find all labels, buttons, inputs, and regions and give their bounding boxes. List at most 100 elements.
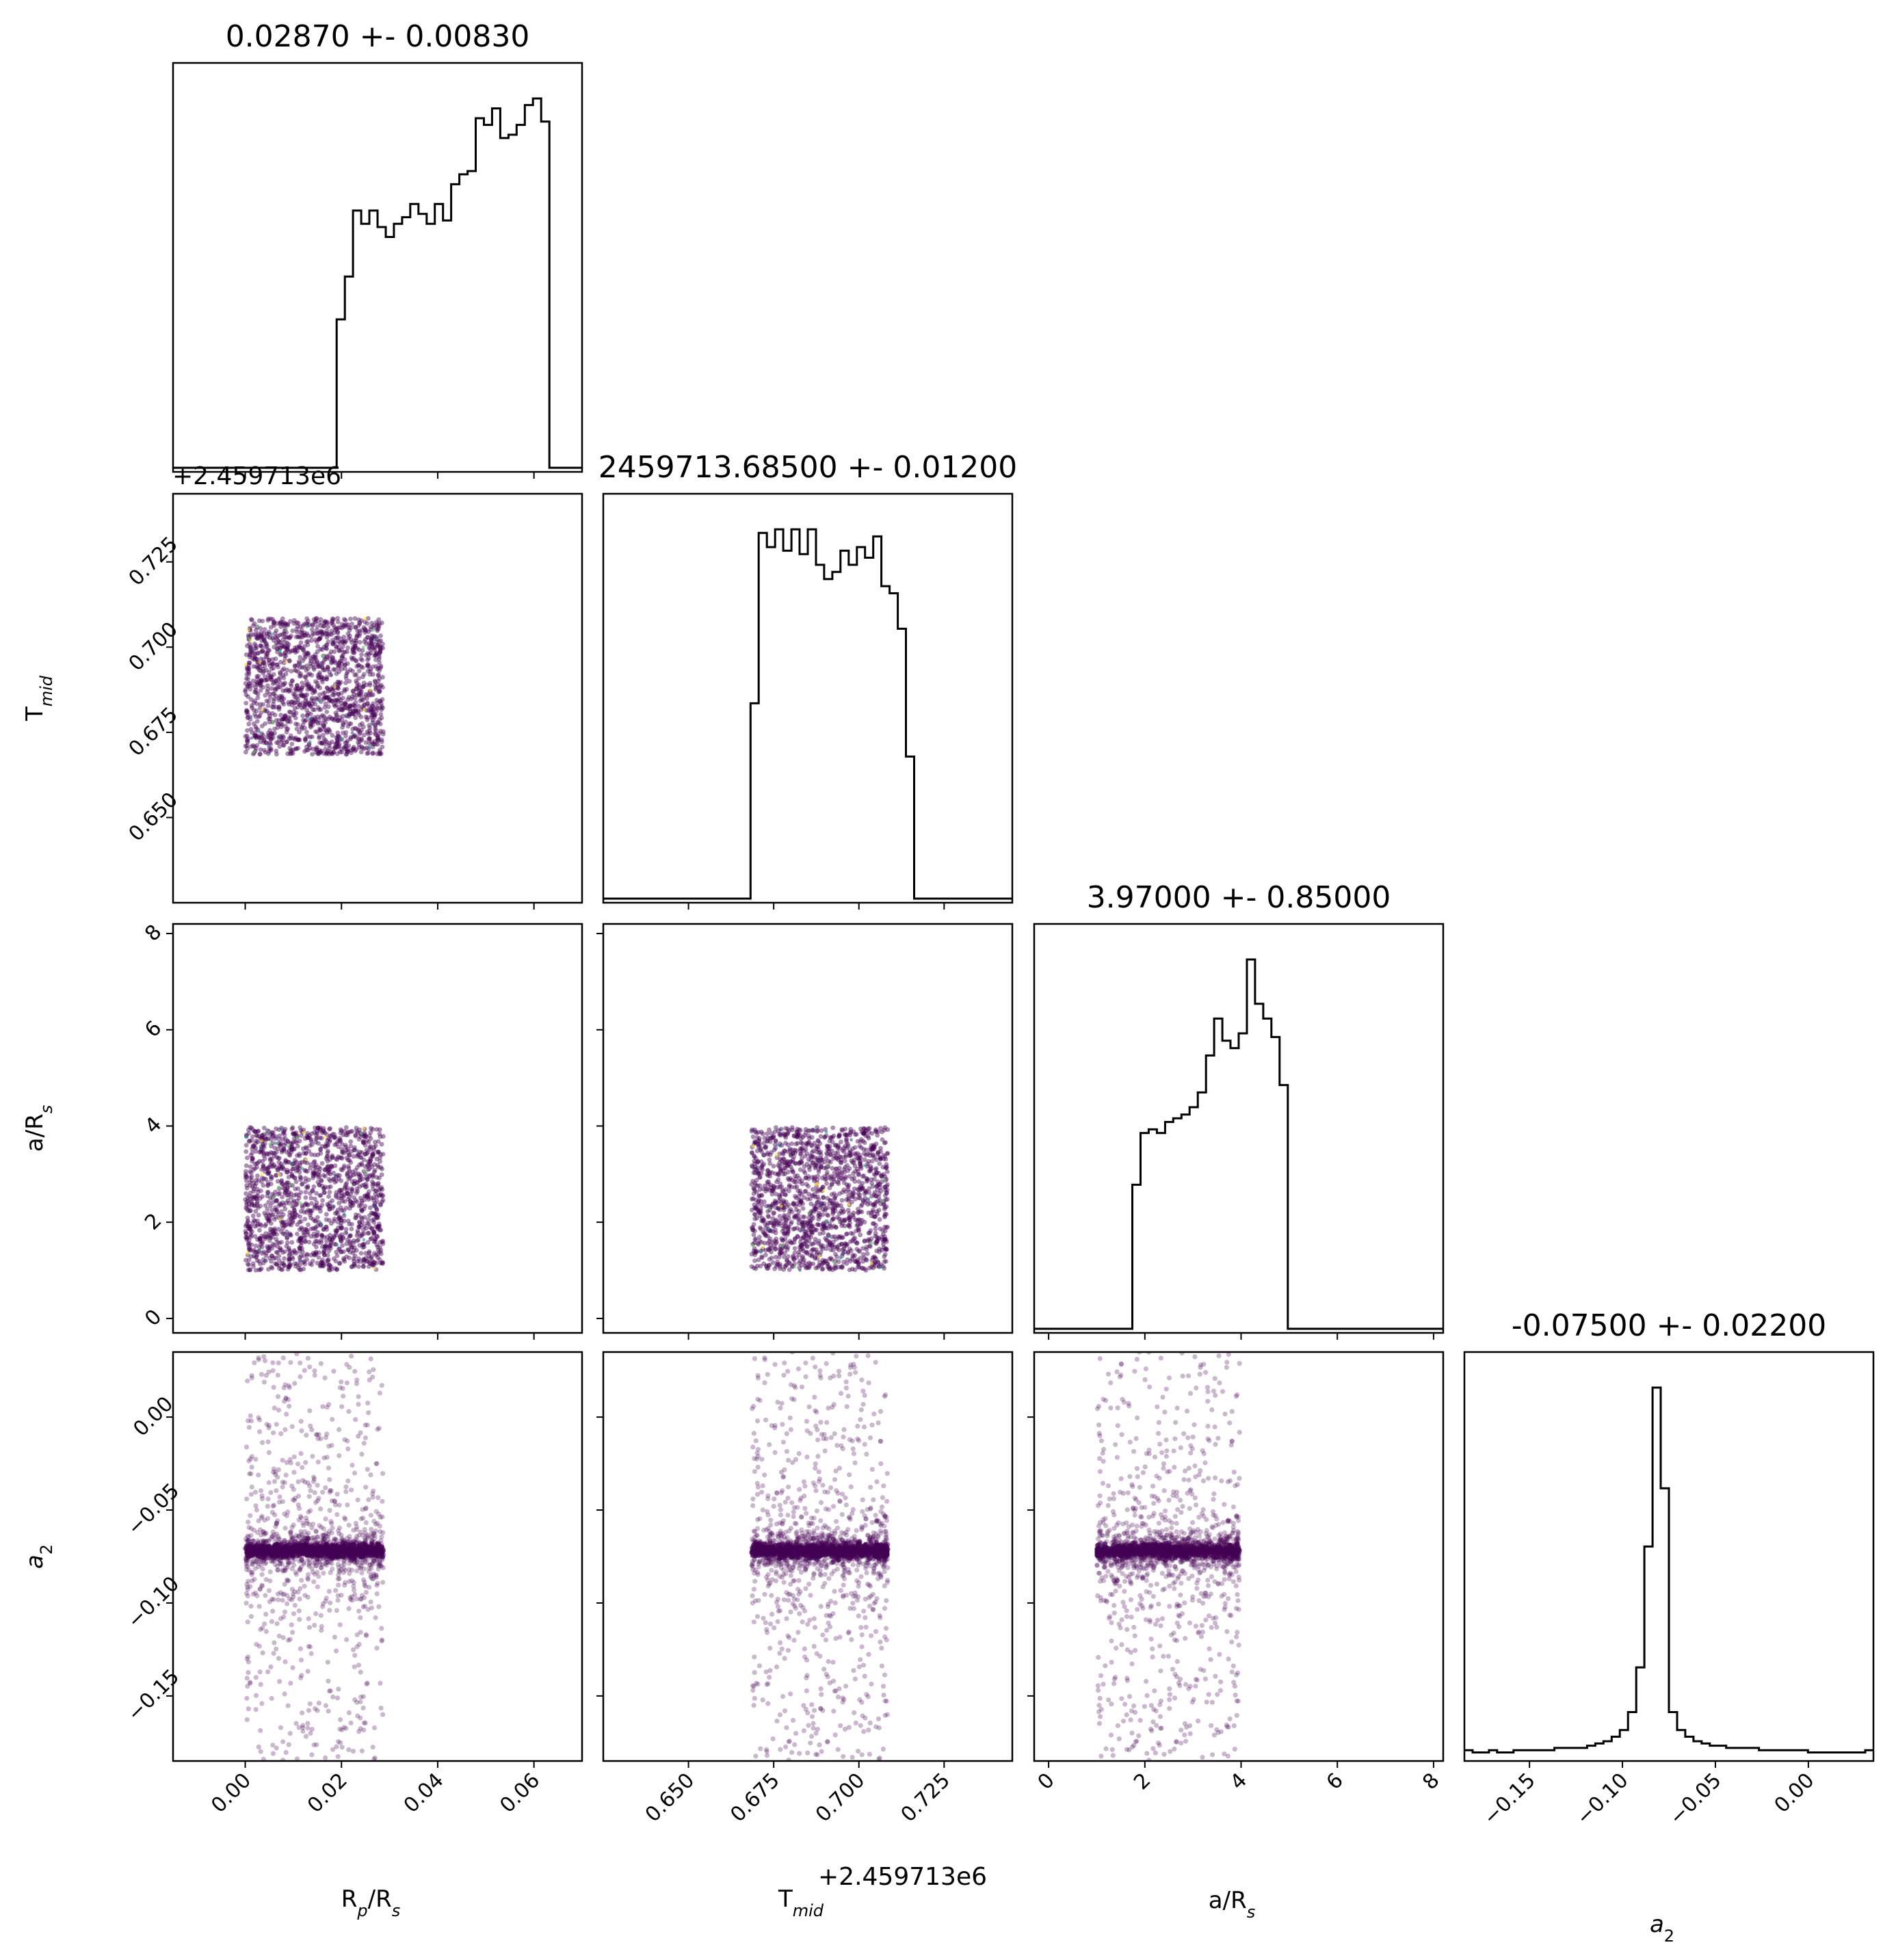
scatter-point <box>830 1165 835 1171</box>
scatter-point <box>358 664 364 670</box>
scatter-point <box>798 1152 803 1157</box>
scatter-point <box>265 1171 271 1176</box>
scatter-point <box>839 1158 844 1163</box>
scatter-point <box>882 1215 887 1219</box>
scatter-point <box>298 1246 302 1251</box>
scatter-point <box>287 709 292 715</box>
scatter-point <box>317 636 322 641</box>
scatter-point <box>774 1236 779 1241</box>
scatter-point <box>787 1261 792 1266</box>
scatter-point <box>243 708 249 713</box>
scatter-point <box>332 659 337 663</box>
scatter-point <box>338 1217 343 1223</box>
scatter-point <box>757 1175 763 1180</box>
scatter-point <box>260 1133 265 1138</box>
scatter-point <box>273 1261 278 1266</box>
scatter-point <box>356 728 361 734</box>
scatter-point <box>811 1215 816 1221</box>
scatter-point <box>338 1236 343 1242</box>
scatter-point <box>860 1202 865 1207</box>
scatter-point <box>293 647 298 652</box>
scatter-point <box>261 1249 266 1254</box>
scatter-point <box>378 1245 382 1250</box>
scatter-point <box>864 1245 869 1249</box>
scatter-point <box>844 1197 849 1202</box>
scatter-point <box>262 1621 267 1627</box>
scatter-point <box>250 1144 256 1149</box>
scatter-point <box>331 1176 336 1182</box>
scatter-point <box>320 1489 326 1495</box>
scatter-point <box>304 1257 309 1262</box>
scatter-point <box>356 704 361 708</box>
scatter-point <box>797 1217 802 1221</box>
scatter-point <box>337 1531 342 1537</box>
scatter-point <box>338 1139 343 1144</box>
scatter-point <box>326 1203 331 1208</box>
scatter-point <box>780 1171 786 1177</box>
scatter-point <box>353 625 358 630</box>
scatter-point <box>804 1244 810 1249</box>
scatter-point <box>315 1260 320 1266</box>
scatter-point <box>363 1143 368 1148</box>
scatter-point <box>277 744 282 749</box>
scatter-point <box>376 672 381 677</box>
scatter-point <box>354 1632 360 1638</box>
scatter-point <box>263 650 268 655</box>
scatter-point <box>311 1173 316 1178</box>
scatter-point <box>301 717 306 723</box>
scatter-point <box>356 1171 361 1176</box>
scatter-point-highlight <box>752 1144 755 1148</box>
scatter-point <box>370 1172 375 1178</box>
scatter-point <box>380 744 385 750</box>
scatter-point <box>291 700 297 706</box>
scatter-point <box>754 1130 759 1136</box>
scatter-point <box>796 1221 802 1226</box>
scatter-point <box>316 1255 321 1260</box>
scatter-point <box>268 1226 273 1232</box>
scatter-point <box>370 1261 376 1267</box>
scatter-point <box>274 1165 279 1170</box>
scatter-point <box>790 1159 795 1165</box>
scatter-point <box>270 1134 275 1139</box>
scatter-point <box>852 1267 858 1272</box>
scatter-point <box>315 752 321 756</box>
scatter-point <box>366 663 371 668</box>
scatter-point <box>319 661 324 666</box>
scatter-point <box>246 1223 251 1229</box>
scatter-point <box>378 1155 383 1161</box>
scatter-point <box>375 1183 380 1189</box>
scatter-point <box>300 1260 306 1265</box>
scatter-point <box>329 1163 334 1169</box>
scatter-point <box>370 1126 376 1132</box>
scatter-point <box>851 1171 856 1176</box>
scatter-point <box>845 1141 850 1147</box>
scatter-point-highlight <box>869 1241 873 1245</box>
scatter-point <box>267 1213 272 1218</box>
scatter-point <box>767 1157 772 1163</box>
scatter-point <box>377 1176 382 1180</box>
scatter-point <box>289 633 293 639</box>
scatter-point <box>308 721 313 726</box>
scatter-point <box>250 1158 254 1164</box>
scatter-point <box>376 1180 381 1186</box>
scatter-point <box>800 1214 806 1219</box>
scatter-point <box>302 1136 308 1141</box>
scatter-point <box>252 1489 258 1495</box>
scatter-point <box>270 635 275 641</box>
scatter-point <box>880 1234 884 1240</box>
scatter-point <box>315 714 321 719</box>
scatter-point <box>835 1150 841 1155</box>
scatter-point <box>311 1171 315 1176</box>
scatter-point <box>260 1241 265 1246</box>
scatter-point <box>814 1163 819 1168</box>
scatter-point <box>350 647 355 652</box>
scatter-point <box>800 1220 804 1226</box>
scatter-point <box>348 708 353 714</box>
scatter-point <box>750 1227 756 1232</box>
scatter-point <box>331 622 336 628</box>
scatter-point <box>328 1134 333 1139</box>
scatter-point <box>339 747 344 752</box>
scatter-point <box>777 1194 782 1200</box>
scatter-point <box>328 1184 333 1189</box>
scatter-point <box>348 1143 354 1149</box>
